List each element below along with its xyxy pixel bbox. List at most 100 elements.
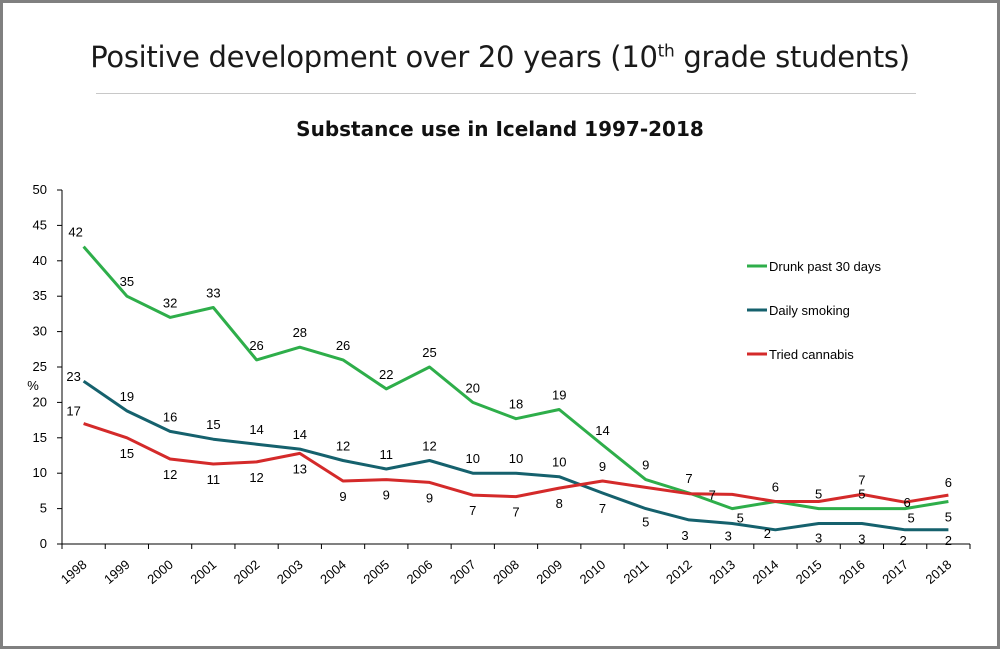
page-title: Positive development over 20 years (10th… — [90, 40, 910, 74]
data-label: 10 — [552, 455, 566, 470]
x-tick-label: 2017 — [879, 557, 911, 587]
data-label: 17 — [66, 404, 80, 419]
data-label: 25 — [422, 345, 436, 360]
x-tick-label: 2008 — [490, 557, 522, 587]
data-label: 14 — [595, 423, 609, 438]
x-tick-label: 2004 — [317, 557, 349, 587]
data-label: 6 — [945, 475, 952, 490]
x-tick-label: 2010 — [577, 557, 609, 587]
series-line-tried-cannabis — [83, 422, 949, 504]
x-tick-label: 2014 — [750, 557, 782, 587]
data-label: 2 — [764, 526, 771, 541]
x-tick-label: 2000 — [144, 557, 176, 587]
data-label: 7 — [858, 472, 865, 487]
data-label: 14 — [293, 427, 307, 442]
chart-title: Substance use in Iceland 1997-2018 — [296, 117, 704, 141]
data-label: 16 — [163, 409, 177, 424]
data-label: 33 — [206, 286, 220, 301]
data-label: 3 — [681, 528, 688, 543]
y-tick-label: 10 — [33, 465, 47, 480]
data-label: 10 — [509, 451, 523, 466]
data-label: 3 — [815, 530, 822, 545]
data-label: 2 — [945, 533, 952, 548]
data-label: 19 — [120, 389, 134, 404]
data-label: 23 — [66, 369, 80, 384]
data-label: 5 — [815, 487, 822, 502]
data-label: 18 — [509, 397, 523, 412]
x-tick-label: 2016 — [836, 557, 868, 587]
x-tick-label: 2003 — [274, 557, 306, 587]
data-label: 5 — [858, 487, 865, 502]
data-label: 15 — [206, 417, 220, 432]
data-label: 10 — [466, 451, 480, 466]
x-tick-label: 2006 — [404, 557, 436, 587]
data-label: 5 — [945, 510, 952, 525]
data-label: 7 — [685, 471, 692, 486]
data-label: 7 — [512, 505, 519, 520]
y-tick-label: 25 — [33, 359, 47, 374]
y-tick-label: 45 — [33, 217, 47, 232]
data-label: 32 — [163, 295, 177, 310]
data-label: 14 — [249, 422, 263, 437]
legend-label: Drunk past 30 days — [769, 259, 882, 274]
data-label: 12 — [422, 438, 436, 453]
x-tick-label: 2013 — [706, 557, 738, 587]
data-label: 7 — [599, 501, 606, 516]
data-label: 9 — [383, 488, 390, 503]
data-label: 19 — [552, 387, 566, 402]
data-label: 42 — [68, 225, 82, 240]
x-tick-label: 1998 — [58, 557, 90, 587]
data-label: 9 — [339, 489, 346, 504]
title-divider — [96, 93, 916, 94]
y-tick-label: 40 — [33, 253, 47, 268]
y-tick-label: 15 — [33, 430, 47, 445]
data-label: 3 — [858, 531, 865, 546]
data-label: 2 — [900, 533, 907, 548]
x-tick-label: 2012 — [663, 557, 695, 587]
y-tick-label: 20 — [33, 394, 47, 409]
data-label: 5 — [642, 515, 649, 530]
y-tick-label: 35 — [33, 288, 47, 303]
y-tick-label: 0 — [40, 536, 47, 551]
y-tick-label: 30 — [33, 324, 47, 339]
series-line-drunk-past-30-days — [82, 245, 949, 511]
data-label: 20 — [466, 380, 480, 395]
data-label: 5 — [908, 511, 915, 526]
data-label: 6 — [772, 480, 779, 495]
data-label: 7 — [469, 503, 476, 518]
x-tick-label: 2009 — [533, 557, 565, 587]
data-label: 12 — [249, 470, 263, 485]
data-label: 28 — [293, 325, 307, 340]
data-label: 26 — [249, 338, 263, 353]
data-label: 9 — [426, 490, 433, 505]
x-tick-label: 2001 — [187, 557, 219, 587]
y-tick-label: 5 — [40, 501, 47, 516]
x-tick-label: 2007 — [447, 557, 479, 587]
data-label: 15 — [120, 446, 134, 461]
data-label: 11 — [380, 447, 394, 462]
data-label: 22 — [379, 367, 393, 382]
series-line-daily-smoking — [82, 379, 949, 532]
data-label: 26 — [336, 338, 350, 353]
data-label: 13 — [293, 461, 307, 476]
data-label: 3 — [725, 528, 732, 543]
x-tick-label: 1999 — [101, 557, 133, 587]
x-tick-label: 2018 — [923, 557, 955, 587]
x-tick-label: 2005 — [360, 557, 392, 587]
x-tick-label: 2002 — [231, 557, 263, 587]
data-label: 12 — [336, 438, 350, 453]
data-label: 35 — [120, 274, 134, 289]
y-tick-label: 50 — [33, 182, 47, 197]
data-label: 9 — [599, 459, 606, 474]
x-tick-label: 2011 — [621, 557, 652, 586]
data-label: 6 — [904, 495, 911, 510]
x-tick-label: 2015 — [793, 557, 825, 587]
data-label: 8 — [556, 496, 563, 511]
data-label: 12 — [163, 467, 177, 482]
data-label: 5 — [737, 511, 744, 526]
data-label: 9 — [642, 458, 649, 473]
legend-label: Tried cannabis — [769, 347, 854, 362]
y-axis-label: % — [27, 378, 39, 393]
